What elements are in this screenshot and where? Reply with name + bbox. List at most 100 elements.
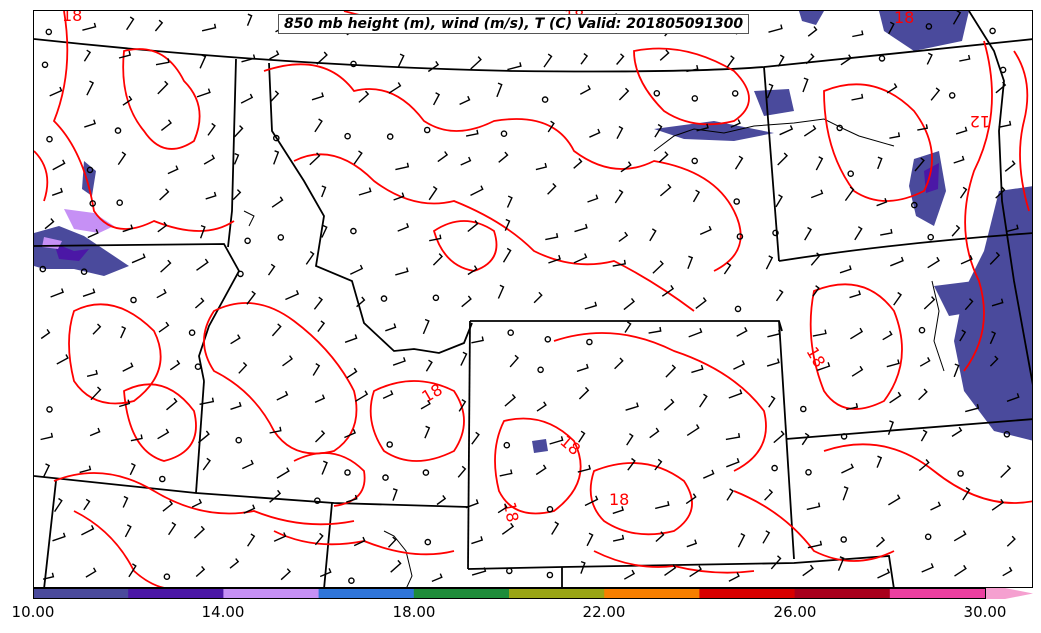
wind-barb — [766, 358, 780, 367]
wind-barb — [382, 390, 394, 400]
wind-barb — [989, 330, 997, 345]
wind-barb — [321, 460, 328, 475]
wind-barb — [273, 150, 280, 165]
wind-barb — [779, 125, 794, 136]
calm-circle — [80, 268, 88, 276]
wind-barb — [44, 218, 55, 230]
wind-barb — [1006, 535, 1016, 547]
water-features — [243, 118, 945, 587]
wind-barb — [156, 288, 167, 299]
wind-barb — [685, 493, 697, 505]
calm-circle — [878, 55, 886, 62]
border-sd-ne — [785, 418, 1032, 440]
wind-barb — [509, 354, 519, 368]
colorbar-tick-label: 10.00 — [11, 603, 55, 621]
calm-circle — [586, 338, 593, 346]
wind-barb — [851, 365, 864, 377]
wind-barb — [42, 463, 51, 478]
wind-barb — [579, 85, 591, 95]
wind-barb — [193, 525, 205, 539]
wind-barb — [624, 321, 632, 333]
colorbar-segment — [889, 588, 986, 599]
wind-barb — [699, 225, 712, 236]
calm-circle — [541, 96, 549, 103]
wind-barb — [812, 329, 827, 337]
wind-barb — [876, 536, 886, 548]
wind-barb — [87, 229, 99, 239]
wind-barb — [699, 393, 708, 408]
wind-barb — [953, 363, 960, 378]
wind-barb — [766, 83, 774, 99]
wind-barb — [852, 30, 864, 38]
wind-barb — [429, 234, 442, 242]
wind-barb — [626, 433, 634, 446]
calm-circle — [116, 199, 123, 206]
wind-barb — [1006, 393, 1020, 402]
wind-barb — [79, 465, 92, 474]
wind-barb — [692, 189, 701, 203]
state-boundaries — [34, 11, 1032, 587]
wind-barb — [726, 458, 740, 468]
wind-barb — [271, 323, 282, 337]
wind-barb — [930, 87, 941, 101]
wind-barb — [991, 298, 1004, 307]
wind-barb — [587, 194, 599, 203]
wind-barb — [962, 487, 971, 501]
wind-barb — [955, 126, 968, 135]
wind-barb — [504, 218, 511, 231]
calm-circle — [731, 90, 739, 97]
wind-barb — [86, 80, 95, 96]
colorbar-segment — [413, 588, 510, 599]
wind-barb — [893, 291, 902, 306]
wind-barb — [504, 393, 516, 407]
wind-barb — [388, 82, 402, 94]
calm-circle — [840, 536, 848, 543]
wind-barb — [807, 540, 823, 549]
wind-barb — [496, 82, 503, 98]
wind-barb — [837, 556, 845, 571]
wind-barb — [427, 60, 440, 73]
wind-barb — [199, 397, 215, 405]
wind-barb — [195, 565, 206, 578]
wind-barb — [616, 125, 624, 140]
wind-barb — [160, 119, 172, 131]
wind-barb — [120, 325, 127, 339]
wind-barb — [54, 497, 63, 512]
wind-barb — [507, 62, 522, 71]
wind-barb — [230, 334, 241, 345]
calm-circle — [546, 505, 554, 513]
wind-barb — [393, 192, 405, 201]
wind-barb — [770, 555, 782, 570]
wind-barb — [623, 297, 635, 311]
wind-barb — [305, 251, 315, 265]
wind-barb — [627, 457, 636, 471]
wind-barb — [953, 530, 967, 542]
wind-barb — [269, 90, 280, 103]
wind-barb — [309, 152, 321, 166]
border-id-nv — [195, 380, 205, 494]
wind-barb — [467, 265, 478, 276]
calm-circle — [235, 436, 242, 444]
wind-barb — [422, 318, 430, 335]
calm-circle — [957, 470, 964, 477]
border-wa-id — [227, 58, 237, 248]
wind-barb — [158, 321, 170, 333]
wind-barb — [316, 51, 328, 65]
wind-barb — [551, 521, 560, 535]
wind-barb — [573, 158, 583, 169]
wind-barb — [243, 504, 256, 514]
wind-barb — [965, 404, 980, 413]
colorbar-extension — [985, 588, 1033, 599]
wind-barb — [725, 432, 741, 441]
wind-barb — [196, 88, 211, 98]
contour-label: 18 — [609, 490, 629, 509]
wind-barb — [887, 420, 894, 436]
wind-barb — [810, 252, 821, 266]
wind-barb — [344, 334, 358, 343]
wind-barb — [207, 122, 216, 136]
calm-circle — [89, 200, 97, 207]
calm-circle — [1003, 430, 1011, 438]
wind-barb — [471, 536, 484, 545]
wind-barb — [199, 54, 207, 69]
wind-barb — [385, 323, 397, 332]
